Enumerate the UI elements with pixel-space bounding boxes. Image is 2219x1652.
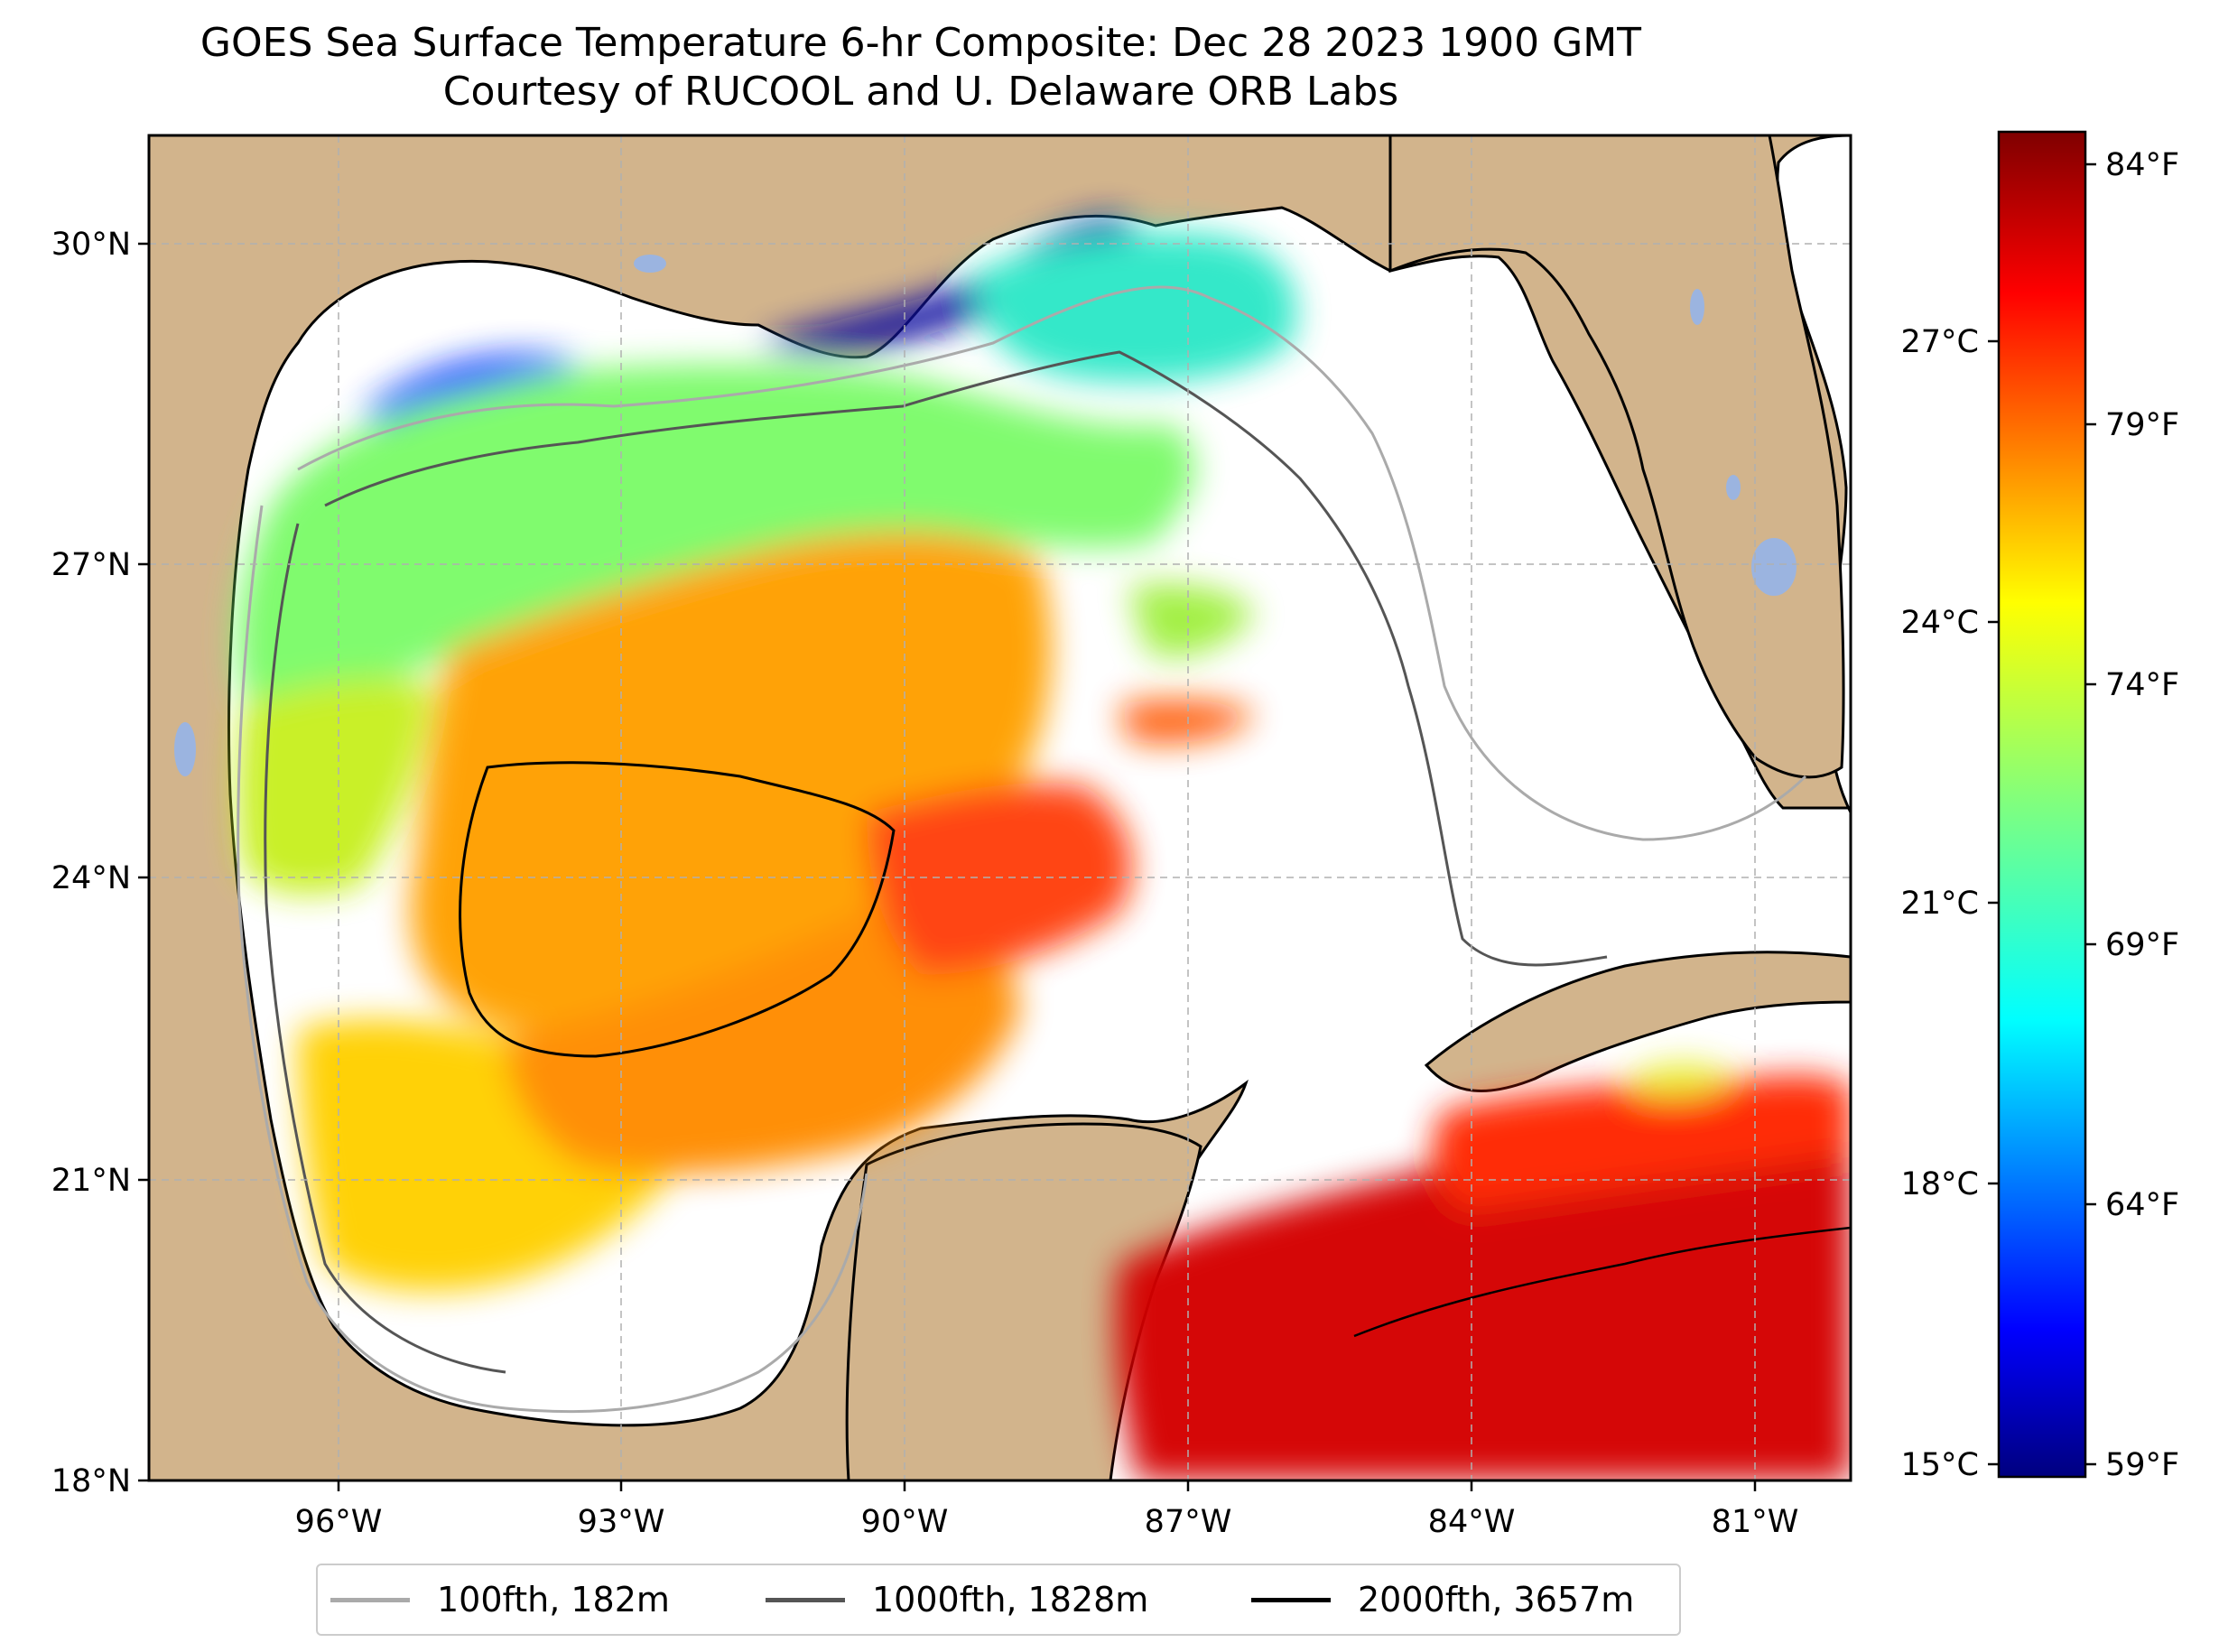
legend-item-1000fth: 1000fth, 1828m <box>766 1565 1148 1634</box>
lon-label-84w: 84°W <box>1428 1504 1516 1540</box>
sst-patch-cold-coast <box>361 354 578 424</box>
legend-label-2000fth: 2000fth, 3657m <box>1358 1580 1635 1620</box>
sst-field <box>236 216 1851 1480</box>
lake-okeechobee <box>1751 538 1797 596</box>
legend-item-2000fth: 2000fth, 3657m <box>1251 1565 1634 1634</box>
sst-patch-orange-east <box>1119 699 1255 744</box>
legend-line-100fth <box>330 1597 410 1602</box>
colorbar-celsius-ticks <box>1988 339 1999 1466</box>
colorbar-fahrenheit-ticks <box>2085 162 2096 1466</box>
map-title-line1: GOES Sea Surface Temperature 6-hr Compos… <box>200 20 1642 66</box>
lat-label-30n: 30°N <box>51 227 131 263</box>
contour-2000fth <box>459 761 896 1058</box>
contour-1000fth-west <box>264 523 506 1374</box>
contour-legend: 100fth, 182m 1000fth, 1828m 2000fth, 365… <box>316 1564 1681 1636</box>
sst-patch-red-loop-current <box>867 783 1133 975</box>
legend-label-100fth: 100fth, 182m <box>437 1580 670 1620</box>
lat-label-24n: 24°N <box>51 860 131 896</box>
contour-1000fth <box>324 350 1608 967</box>
fahrenheit-label-59: 59°F <box>2105 1447 2179 1483</box>
lon-label-93w: 93°W <box>578 1504 665 1540</box>
celsius-label-27: 27°C <box>1901 324 1979 360</box>
lake <box>1690 289 1704 325</box>
fahrenheit-label-84: 84°F <box>2105 147 2179 183</box>
legend-line-1000fth <box>766 1597 845 1602</box>
lat-tick-marks <box>138 242 149 1482</box>
contour-2000fth-caribbean <box>1353 1226 1851 1338</box>
lon-tick-marks <box>337 1480 1757 1491</box>
lake <box>174 722 196 776</box>
celsius-label-24: 24°C <box>1901 605 1979 641</box>
legend-line-2000fth <box>1251 1597 1331 1602</box>
lake <box>634 255 666 273</box>
legend-item-100fth: 100fth, 182m <box>330 1565 670 1634</box>
celsius-label-21: 21°C <box>1901 886 1979 922</box>
contour-100fth <box>297 285 1807 841</box>
fahrenheit-label-79: 79°F <box>2105 407 2179 443</box>
sst-patch-red-east <box>1432 1074 1851 1210</box>
lake <box>1726 475 1741 500</box>
lon-label-81w: 81°W <box>1712 1504 1799 1540</box>
sst-patch-cyan-shelf <box>975 232 1296 383</box>
sst-patch-red-caribbean <box>1116 1128 1851 1480</box>
legend-label-1000fth: 1000fth, 1828m <box>872 1580 1149 1620</box>
lat-label-18n: 18°N <box>51 1463 131 1499</box>
fahrenheit-label-69: 69°F <box>2105 927 2179 963</box>
map-frame <box>147 134 1852 1482</box>
fahrenheit-label-64: 64°F <box>2105 1187 2179 1223</box>
lon-label-96w: 96°W <box>295 1504 383 1540</box>
map-title-line2: Courtesy of RUCOOL and U. Delaware ORB L… <box>442 69 1399 115</box>
graticule <box>149 135 1851 1480</box>
sst-patch-yellow-cuba <box>1634 1063 1733 1097</box>
cuba-island <box>1424 951 1851 1092</box>
lat-label-27n: 27°N <box>51 547 131 583</box>
sst-patch-green-shelf <box>236 364 1195 712</box>
lon-label-90w: 90°W <box>861 1504 949 1540</box>
sst-patch-green-east <box>1128 583 1255 657</box>
celsius-label-15: 15°C <box>1901 1447 1979 1483</box>
florida-peninsula <box>1388 135 1845 779</box>
lon-label-87w: 87°W <box>1145 1504 1232 1540</box>
fahrenheit-label-74: 74°F <box>2105 667 2179 703</box>
colorbar <box>1997 130 2087 1479</box>
contour-100fth-south <box>237 505 868 1414</box>
lat-label-21n: 21°N <box>51 1163 131 1199</box>
celsius-label-18: 18°C <box>1901 1166 1979 1202</box>
sst-patch-orange-south <box>506 899 1020 1174</box>
sst-patch-yellow-green-west <box>237 678 433 895</box>
